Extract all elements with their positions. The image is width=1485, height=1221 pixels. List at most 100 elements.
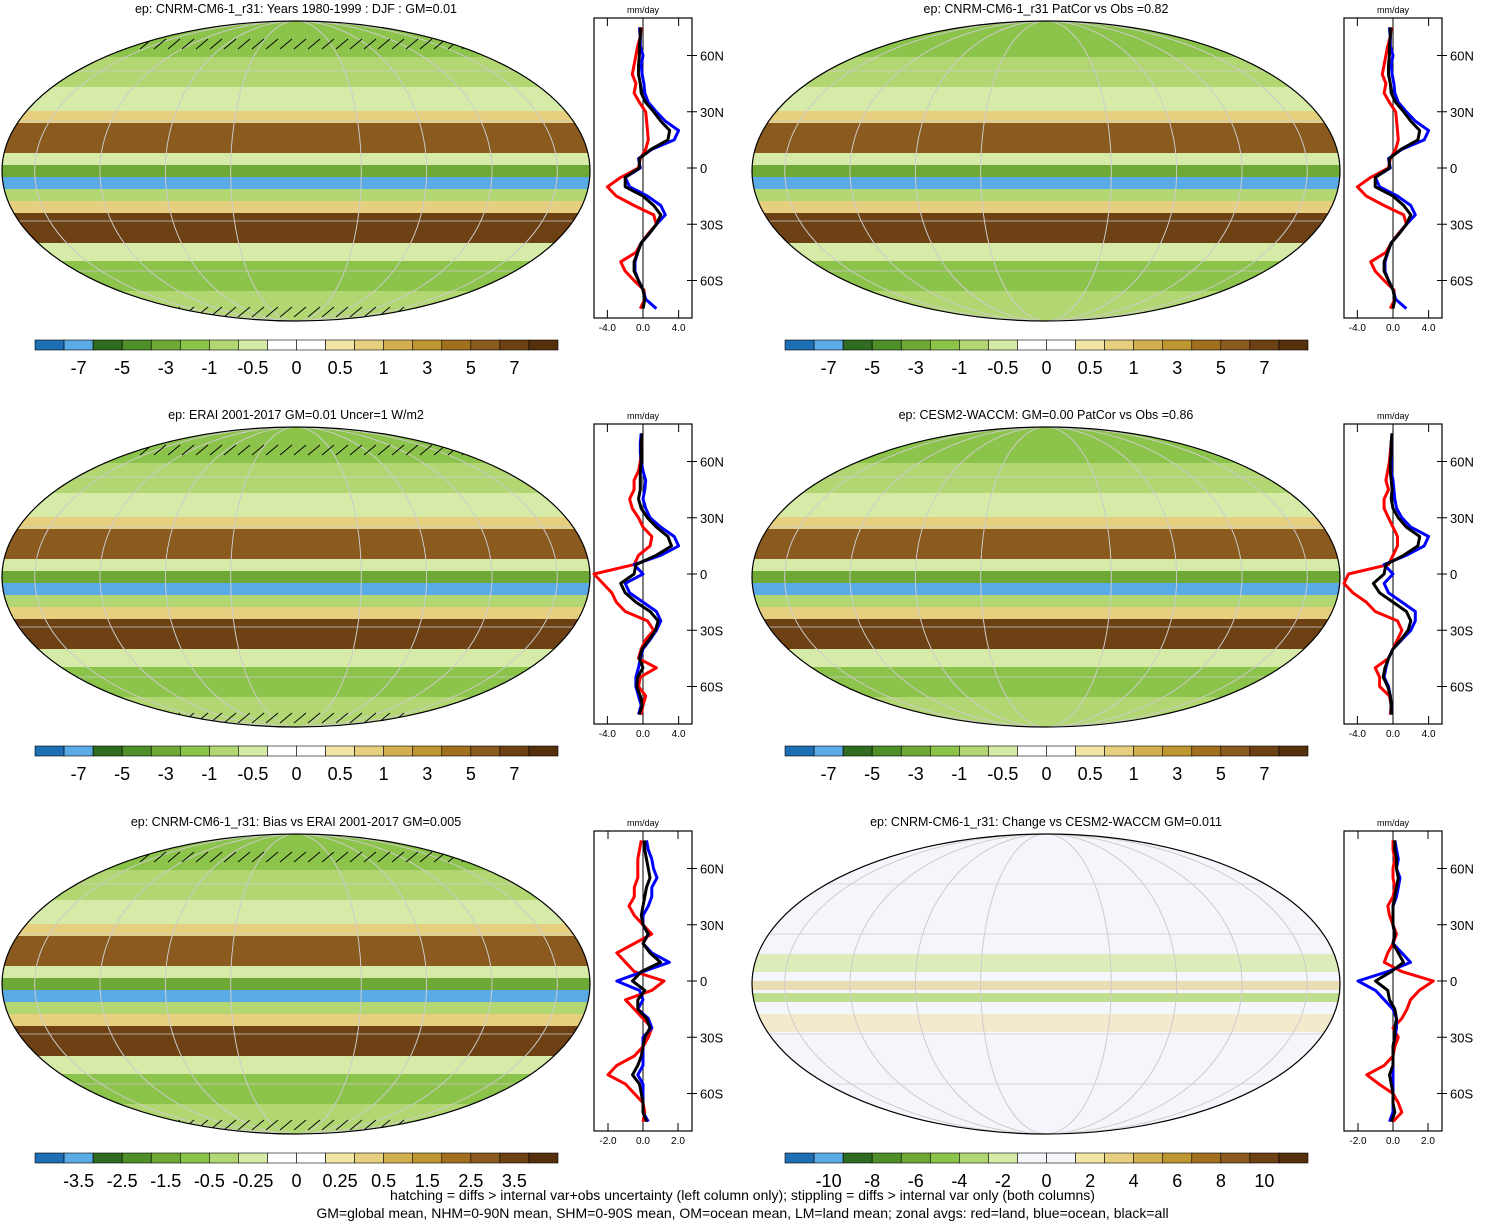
map-band xyxy=(2,936,590,966)
hatch-mark xyxy=(475,851,489,863)
hatch-mark xyxy=(27,306,41,318)
hatch-mark xyxy=(419,712,433,724)
colorbar-label: 0.25 xyxy=(323,1171,358,1191)
hatch-mark xyxy=(237,306,251,318)
meridian xyxy=(230,427,362,727)
colorbar-box xyxy=(1046,745,1076,757)
map-band xyxy=(752,583,1340,595)
colorbar-label: 0 xyxy=(1041,1171,1051,1191)
hatch-mark xyxy=(41,38,55,50)
hatch-mark xyxy=(279,306,293,318)
colorbar-box xyxy=(179,339,210,351)
lat-tick-label: 30S xyxy=(700,217,723,232)
hatch-mark xyxy=(573,1119,587,1131)
colorbar-label: -4 xyxy=(951,1171,967,1191)
hatch-mark xyxy=(545,444,559,456)
map-band xyxy=(2,529,590,559)
hatch-mark xyxy=(461,306,475,318)
all-curve xyxy=(623,27,672,309)
colorbar-label: -0.25 xyxy=(232,1171,273,1191)
map-band xyxy=(752,123,1340,153)
hatch-mark xyxy=(153,306,167,318)
hatch-mark xyxy=(321,851,335,863)
hatch-mark xyxy=(2,444,13,456)
hatch-mark xyxy=(391,444,405,456)
lat-tick-label: 30S xyxy=(1450,1030,1473,1045)
hatch-mark xyxy=(181,444,195,456)
colorbar-label: -5 xyxy=(114,764,130,784)
hatch-mark xyxy=(503,444,517,456)
colorbar-box xyxy=(209,1152,239,1164)
meridian xyxy=(784,427,1308,727)
colorbar-box xyxy=(1133,339,1164,351)
hatch-mark xyxy=(363,444,377,456)
meridian xyxy=(230,834,362,1134)
map-band xyxy=(752,981,1340,990)
hatch-mark xyxy=(559,38,573,50)
colorbar-label: 1 xyxy=(379,358,389,378)
colorbar-box xyxy=(1075,745,1105,757)
hatch-mark xyxy=(209,444,223,456)
map-band xyxy=(2,463,590,493)
meridian xyxy=(914,834,1178,1134)
hatch-mark xyxy=(27,851,41,863)
hatch-mark xyxy=(503,38,517,50)
map-band xyxy=(752,607,1340,619)
colorbar-label: 0.5 xyxy=(371,1171,396,1191)
meridian xyxy=(784,21,1308,321)
colorbar-label: 1 xyxy=(1129,358,1139,378)
lat-tick-label: 30N xyxy=(1450,511,1474,526)
hatch-mark xyxy=(321,444,335,456)
hatch-mark xyxy=(447,712,461,724)
map-outline xyxy=(751,20,1341,322)
colorbar-box xyxy=(900,1152,931,1164)
hatch-mark xyxy=(517,444,531,456)
all-curve xyxy=(1374,840,1405,1123)
colorbar-label: 0.5 xyxy=(1078,764,1103,784)
hatch-mark xyxy=(517,306,531,318)
map-band xyxy=(2,1074,590,1104)
hatch-mark xyxy=(55,38,69,50)
x-tick-label: -4.0 xyxy=(599,323,617,334)
map-band xyxy=(752,189,1340,201)
colorbar-box xyxy=(354,1152,384,1164)
profile-unit-label: mm/day xyxy=(1377,411,1410,421)
panel-title: ep: CESM2-WACCM: GM=0.00 PatCor vs Obs =… xyxy=(899,408,1194,422)
hatch-mark xyxy=(111,851,125,863)
hatch-mark xyxy=(167,851,181,863)
hatch-mark xyxy=(545,1119,559,1131)
colorbar-box xyxy=(179,1152,210,1164)
map-band xyxy=(2,697,590,727)
map-band xyxy=(2,1014,590,1026)
hatch-mark xyxy=(13,1119,27,1131)
hatch-mark xyxy=(69,1119,83,1131)
colorbar-box xyxy=(179,745,210,757)
hatch-mark xyxy=(69,306,83,318)
colorbar-label: -6 xyxy=(908,1171,924,1191)
hatch-mark xyxy=(559,712,573,724)
colorbar-box xyxy=(238,745,268,757)
map-band xyxy=(752,529,1340,559)
all-curve xyxy=(1371,433,1422,715)
hatch-mark xyxy=(153,444,167,456)
x-tick-label: -2.0 xyxy=(599,1136,617,1147)
colorbar-box xyxy=(1191,339,1222,351)
hatch-mark xyxy=(293,444,307,456)
hatch-mark xyxy=(517,38,531,50)
hatch-mark xyxy=(181,38,195,50)
hatch-mark xyxy=(237,1119,251,1131)
map-band xyxy=(2,261,590,291)
hatch-mark xyxy=(307,306,321,318)
footer-legend-note: GM=global mean, NHM=0-90N mean, SHM=0-90… xyxy=(316,1205,1169,1221)
map-band xyxy=(752,697,1340,727)
colorbar-box xyxy=(871,745,902,757)
meridian xyxy=(34,427,558,727)
colorbar-label: -0.5 xyxy=(237,764,268,784)
lat-tick-label: 60S xyxy=(1450,680,1473,695)
hatch-mark xyxy=(251,851,265,863)
x-tick-label: 2.0 xyxy=(1421,1136,1435,1147)
colorbar-box xyxy=(209,339,239,351)
hatch-mark xyxy=(55,851,69,863)
lat-tick-label: 0 xyxy=(1450,974,1457,989)
colorbar-label: 5 xyxy=(466,358,476,378)
